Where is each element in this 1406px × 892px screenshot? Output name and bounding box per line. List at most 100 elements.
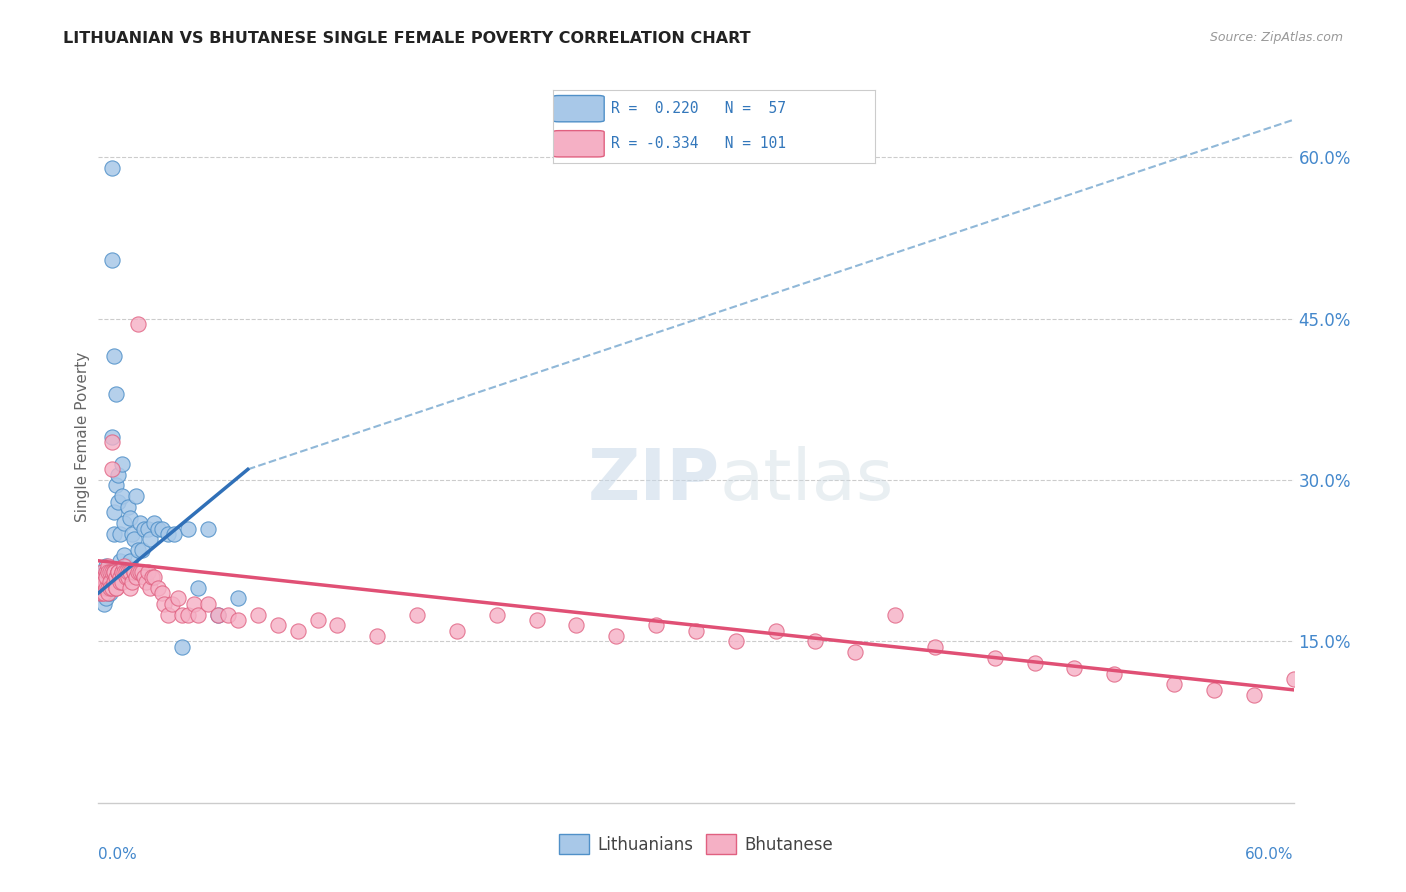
Point <box>148 581 170 595</box>
Point <box>98 586 122 600</box>
Point <box>135 575 157 590</box>
Point <box>96 565 118 579</box>
Point <box>103 565 125 579</box>
Text: atlas: atlas <box>720 447 894 516</box>
Point <box>125 489 148 503</box>
Point <box>107 565 129 579</box>
Point <box>127 317 149 331</box>
Text: 60.0%: 60.0% <box>1246 847 1294 862</box>
Point <box>107 467 129 482</box>
Point <box>226 591 249 606</box>
Text: ZIP: ZIP <box>588 447 720 516</box>
Point <box>1163 677 1185 691</box>
Point <box>93 575 115 590</box>
Point <box>150 521 173 535</box>
Point <box>924 640 946 654</box>
Point <box>287 624 309 638</box>
Point <box>112 559 135 574</box>
Point <box>127 543 149 558</box>
Point <box>197 597 219 611</box>
Point <box>115 570 138 584</box>
Point <box>101 430 124 444</box>
Point <box>110 527 132 541</box>
Point <box>97 565 120 579</box>
Point <box>110 575 132 590</box>
Point <box>124 565 146 579</box>
Point <box>143 516 166 530</box>
Point <box>177 607 200 622</box>
Point <box>107 494 129 508</box>
Point <box>124 565 146 579</box>
Point <box>97 586 120 600</box>
Point <box>101 581 124 595</box>
Legend: Lithuanians, Bhutanese: Lithuanians, Bhutanese <box>553 828 839 860</box>
Point <box>101 161 124 176</box>
Point <box>93 565 115 579</box>
Point <box>96 559 118 574</box>
Point <box>103 565 125 579</box>
Point <box>134 570 156 584</box>
Point <box>96 581 118 595</box>
Point <box>111 457 134 471</box>
Point <box>172 607 194 622</box>
Point <box>91 586 114 600</box>
Point <box>844 645 866 659</box>
Point <box>127 565 149 579</box>
Point <box>226 613 249 627</box>
Point <box>131 565 153 579</box>
Point <box>148 521 170 535</box>
Point <box>115 565 138 579</box>
Point <box>150 586 173 600</box>
Y-axis label: Single Female Poverty: Single Female Poverty <box>75 352 90 522</box>
Point <box>112 516 135 530</box>
Point <box>98 565 122 579</box>
Point <box>1024 656 1046 670</box>
Point <box>103 350 125 364</box>
Point <box>96 591 118 606</box>
Point <box>207 607 229 622</box>
Point <box>98 581 122 595</box>
Point <box>565 618 588 632</box>
Point <box>267 618 290 632</box>
Point <box>366 629 388 643</box>
Point <box>101 565 124 579</box>
Point <box>111 489 134 503</box>
Point <box>91 565 114 579</box>
Text: LITHUANIAN VS BHUTANESE SINGLE FEMALE POVERTY CORRELATION CHART: LITHUANIAN VS BHUTANESE SINGLE FEMALE PO… <box>63 31 751 46</box>
Point <box>98 575 122 590</box>
Point <box>93 581 115 595</box>
Point <box>111 575 134 590</box>
Point <box>91 581 114 595</box>
Point <box>685 624 707 638</box>
Point <box>105 387 128 401</box>
Point <box>117 570 139 584</box>
Point <box>89 575 111 590</box>
Point <box>143 570 166 584</box>
Point <box>326 618 349 632</box>
Point <box>111 565 134 579</box>
Point <box>110 554 132 568</box>
Point <box>110 570 132 584</box>
Point <box>89 586 111 600</box>
Point <box>107 565 129 579</box>
Point <box>183 597 205 611</box>
Point <box>129 516 152 530</box>
Point <box>167 591 190 606</box>
Point <box>160 597 183 611</box>
Point <box>93 570 115 584</box>
Point <box>136 565 159 579</box>
Point <box>187 581 209 595</box>
Point <box>105 570 128 584</box>
Point <box>117 500 139 514</box>
Point <box>645 618 668 632</box>
Point <box>724 634 747 648</box>
Point <box>120 510 142 524</box>
Point <box>93 586 115 600</box>
Point <box>96 581 118 595</box>
Point <box>105 581 128 595</box>
Point <box>307 613 329 627</box>
Point <box>112 565 135 579</box>
Point <box>124 533 146 547</box>
Point <box>153 597 176 611</box>
Point <box>115 559 138 574</box>
